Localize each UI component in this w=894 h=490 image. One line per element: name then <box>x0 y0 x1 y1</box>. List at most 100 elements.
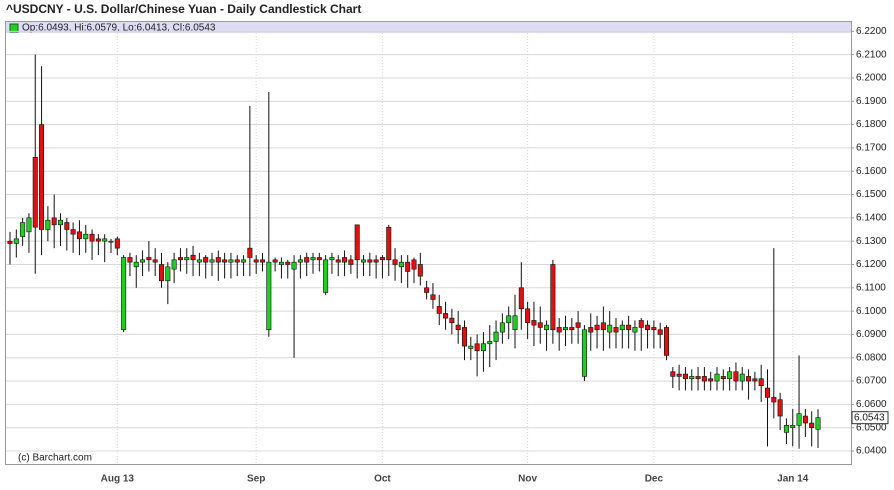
candle-body <box>114 238 120 249</box>
candle-body <box>809 422 815 428</box>
candle-body <box>348 259 354 265</box>
y-tick-label: 6.1900 <box>856 96 887 107</box>
candle-body <box>424 287 430 293</box>
candle-body <box>234 259 240 263</box>
candle-body <box>455 324 461 331</box>
candle-body <box>657 329 663 335</box>
candle-body <box>146 257 152 261</box>
candle-body <box>613 327 619 333</box>
candle-body <box>323 259 329 293</box>
y-tick-label: 6.1100 <box>856 282 886 293</box>
candle-body <box>815 417 821 430</box>
candle-body <box>720 376 726 380</box>
y-tick-label: 6.1000 <box>856 306 887 317</box>
candle-body <box>102 238 108 242</box>
candle-body <box>7 240 13 244</box>
candle-body <box>802 415 808 424</box>
candle-body <box>379 257 385 261</box>
x-tick-label: Aug 13 <box>101 474 135 485</box>
candle-body <box>600 322 606 331</box>
x-tick-label: Oct <box>374 474 391 485</box>
candle-body <box>108 240 114 243</box>
candle-body <box>474 343 480 352</box>
candle-body <box>638 320 644 328</box>
candle-body <box>411 259 417 270</box>
candle-body <box>708 378 714 382</box>
candle-body <box>203 257 209 263</box>
candle-body <box>651 327 657 331</box>
legend-text: Op:6.0493, Hi:6.0579, Lo:6.0413, Cl:6.05… <box>22 23 216 34</box>
candle-body <box>253 259 259 263</box>
candle-body <box>354 224 360 261</box>
candle-body <box>405 261 411 272</box>
last-price-box <box>851 411 889 425</box>
y-tick-label: 6.0600 <box>856 399 887 410</box>
y-tick-label: 6.1200 <box>856 259 887 270</box>
candle-body <box>367 259 373 263</box>
candle-body <box>392 259 398 265</box>
candle-body <box>777 399 783 417</box>
y-tick-label: 6.0800 <box>856 352 887 363</box>
y-tick-label: 6.0500 <box>856 422 887 433</box>
candle-body <box>619 324 625 331</box>
candle-body <box>796 413 802 426</box>
candle-body <box>83 233 89 240</box>
candle-body <box>316 257 322 261</box>
y-tick-label: 6.2100 <box>856 49 887 60</box>
chart-title: ^USDCNY - U.S. Dollar/Chinese Yuan - Dai… <box>6 2 361 16</box>
candle-body <box>689 376 695 380</box>
candle-body <box>695 376 701 380</box>
candle-body <box>493 331 499 342</box>
candle-body <box>468 345 474 349</box>
y-tick-label: 6.2200 <box>856 26 887 37</box>
y-tick-label: 6.1400 <box>856 212 887 223</box>
source: (c) Barchart.com <box>18 453 92 464</box>
candle-body <box>436 306 442 314</box>
candle-body <box>89 233 95 242</box>
x-tick-label: Sep <box>247 474 265 485</box>
candle-body <box>487 341 493 345</box>
candle-body <box>550 264 556 331</box>
candle-body <box>398 261 404 268</box>
candle-body <box>285 261 291 265</box>
candle-body <box>222 259 228 263</box>
candle-body <box>278 261 284 265</box>
last-price-label: 6.0543 <box>854 412 885 423</box>
candle-body <box>304 257 310 263</box>
candle-body <box>140 259 146 263</box>
candle-body <box>247 247 253 258</box>
candle-body <box>701 376 707 382</box>
candle-body <box>417 264 423 277</box>
candle-body <box>594 324 600 331</box>
legend-swatch <box>9 23 19 33</box>
y-tick-label: 6.0400 <box>856 446 887 457</box>
candle-body <box>714 373 720 382</box>
y-tick-label: 6.1500 <box>856 189 887 200</box>
candle-body <box>506 315 512 324</box>
y-tick-label: 6.0900 <box>856 329 887 340</box>
candle-body <box>291 261 297 270</box>
y-tick-label: 6.2000 <box>856 73 887 84</box>
candle-body <box>499 322 505 333</box>
candle-body <box>171 259 177 270</box>
candle-body <box>443 313 449 319</box>
candle-body <box>360 259 367 263</box>
candle-body <box>45 219 51 230</box>
candle-body <box>342 257 348 263</box>
candle-body <box>70 229 76 235</box>
candle-body <box>676 373 682 377</box>
candle-body <box>531 320 537 326</box>
candle-body <box>335 259 341 263</box>
candle-body <box>386 226 392 261</box>
candle-body <box>329 257 335 261</box>
candle-body <box>556 327 562 333</box>
y-tick-label: 6.1300 <box>856 236 887 247</box>
candle-body <box>562 327 569 331</box>
candle-body <box>525 308 531 324</box>
candle-body <box>259 259 266 263</box>
candle-body <box>544 324 550 331</box>
candle-body <box>57 219 64 226</box>
candle-body <box>13 238 19 244</box>
candle-body <box>430 294 436 300</box>
candle-body <box>663 327 670 356</box>
